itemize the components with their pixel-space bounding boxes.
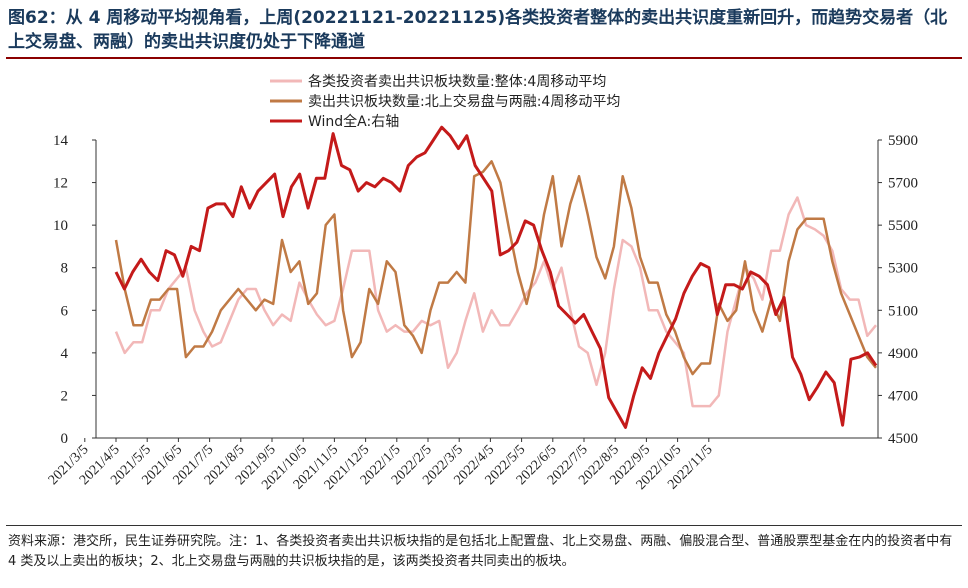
line-chart: 0 2 4 6 8 10 12 14 4500 4700 4900 5100 5300 5500 5700 5… [46, 74, 918, 493]
footer-divider [6, 525, 962, 526]
legend-label: 卖出共识板块数量:北上交易盘与两融:4周移动平均 [308, 93, 620, 110]
source-note: 资料来源：港交所，民生证券研究院。注：1、各类投资者卖出共识板块指的是包括北上配… [8, 534, 953, 569]
left-tick-label: 0 [61, 431, 69, 447]
series-line [114, 125, 878, 429]
left-tick-label: 4 [61, 346, 69, 362]
right-tick-label: 4900 [888, 346, 918, 362]
right-tick-label: 5500 [888, 218, 918, 234]
title-divider [6, 57, 962, 59]
chart-title: 图62：从 4 周移动平均视角看，上周(20221121-20221125)各类… [8, 8, 948, 52]
right-tick-label: 5300 [888, 261, 918, 277]
left-tick-label: 2 [61, 388, 69, 404]
right-tick-label: 4500 [888, 431, 918, 447]
left-tick-label: 12 [53, 176, 68, 192]
left-tick-label: 14 [53, 133, 69, 149]
left-tick-label: 6 [61, 303, 69, 319]
left-tick-label: 10 [53, 218, 68, 234]
right-tick-label: 5900 [888, 133, 918, 149]
legend-label: Wind全A:右轴 [308, 113, 399, 130]
left-tick-label: 8 [61, 261, 69, 277]
right-tick-label: 5700 [888, 176, 918, 192]
right-tick-label: 4700 [888, 388, 918, 404]
series-line [114, 160, 877, 376]
legend-label: 各类投资者卖出共识板块数量:整体:4周移动平均 [308, 74, 606, 90]
right-tick-label: 5100 [888, 303, 918, 319]
